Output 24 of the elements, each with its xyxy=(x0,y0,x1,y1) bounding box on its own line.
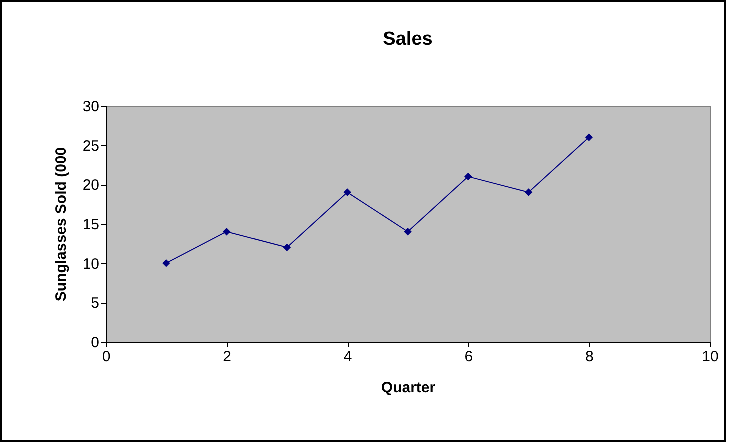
point xyxy=(524,188,533,196)
x-tick-label: 4 xyxy=(344,348,352,366)
y-tick-label: 15 xyxy=(82,216,100,234)
y-tick-label: 5 xyxy=(91,295,100,312)
y-tick-label: 30 xyxy=(82,98,100,116)
y-tick-label: 25 xyxy=(82,138,100,155)
point xyxy=(404,228,412,236)
y-tick-label: 10 xyxy=(82,256,100,273)
point xyxy=(344,188,352,196)
x-tick-label: 8 xyxy=(586,348,594,366)
point xyxy=(222,228,231,236)
y-axis-title: Sunglasses Sold (000 xyxy=(52,147,70,302)
x-tick-label: 0 xyxy=(102,348,111,366)
point xyxy=(464,172,472,181)
y-tick-label: 0 xyxy=(91,334,100,352)
x-tick-label: 6 xyxy=(464,348,474,366)
x-axis-title: Quarter xyxy=(381,380,436,396)
x-tick-label: 10 xyxy=(702,348,719,366)
chart-title: Sales xyxy=(383,29,433,50)
y-tick-label: 20 xyxy=(82,177,100,194)
point xyxy=(283,244,292,252)
x-tick-label: 2 xyxy=(223,348,232,366)
point xyxy=(585,134,594,142)
point xyxy=(162,259,170,268)
